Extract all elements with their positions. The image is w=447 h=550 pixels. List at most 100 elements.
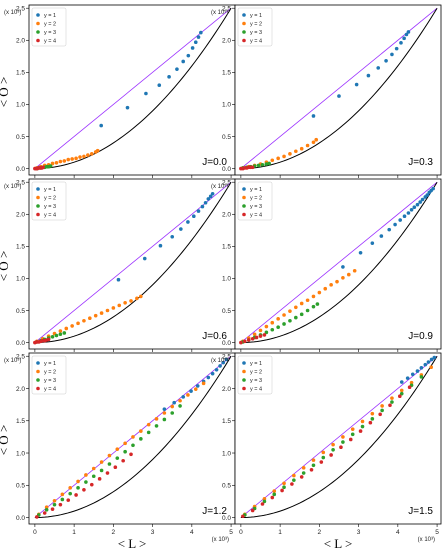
data-point [406, 211, 411, 215]
series-y4 [35, 452, 133, 519]
data-point [321, 450, 326, 455]
boundary-curve [34, 7, 232, 170]
legend-marker [242, 38, 246, 43]
data-point [299, 301, 304, 306]
data-point [256, 163, 261, 168]
series-y3 [37, 404, 182, 517]
y-tick-label: 0.0 [222, 340, 231, 347]
data-point [270, 320, 275, 325]
data-point [409, 380, 414, 385]
data-point [58, 329, 63, 333]
data-point [157, 83, 162, 87]
data-point [125, 105, 130, 110]
data-point [167, 75, 171, 79]
y-multiplier-label: (x 10³) [4, 184, 21, 190]
data-point [170, 234, 175, 239]
data-point [339, 445, 343, 450]
data-point [264, 324, 269, 329]
data-point [388, 403, 392, 408]
data-point [210, 371, 215, 376]
legend: y = 1 y = 2 y = 3 y = 4 [31, 355, 67, 395]
data-point [186, 220, 190, 224]
data-point [203, 200, 208, 205]
y-tick-label: 1.5 [222, 70, 231, 77]
data-point [111, 306, 116, 310]
y-axis-label-bottom: < O > [0, 425, 11, 456]
y-tick-label: 2.5 [16, 180, 25, 187]
legend-marker [242, 21, 246, 26]
diagonal-line [240, 181, 438, 343]
x-tick-label: 1 [278, 529, 282, 536]
data-point [82, 318, 86, 323]
data-point [314, 137, 319, 142]
data-point [406, 30, 411, 34]
data-point [144, 91, 148, 96]
legend-box [237, 7, 273, 47]
y-tick-label: 2.0 [16, 38, 25, 45]
data-point [290, 482, 294, 486]
data-point [329, 453, 333, 457]
data-point [368, 420, 373, 425]
data-point [258, 328, 263, 333]
j-value-label: J=0.3 [408, 157, 433, 168]
data-point [402, 36, 406, 41]
y-tick-label: 0.5 [222, 134, 231, 141]
data-point [116, 277, 121, 282]
legend-entry: y = 4 [250, 39, 262, 45]
legend-marker [242, 386, 246, 391]
data-point [393, 222, 397, 227]
data-point [346, 272, 351, 277]
boundary-curve [34, 355, 232, 519]
data-point [241, 514, 245, 519]
data-point [206, 375, 211, 380]
data-point [97, 477, 102, 481]
data-point [270, 495, 275, 500]
y-tick-label: 1.5 [16, 244, 25, 251]
boundary-curve [240, 7, 438, 170]
data-point [172, 400, 176, 405]
data-point [178, 404, 182, 408]
data-point [404, 32, 409, 37]
legend-marker [36, 13, 40, 17]
data-point [341, 435, 345, 439]
series-y1 [311, 30, 411, 118]
data-point [190, 46, 195, 50]
data-point [299, 312, 304, 317]
data-point [399, 391, 404, 396]
legend-entry: y = 3 [250, 204, 262, 210]
legend: y = 1 y = 2 y = 3 y = 4 [237, 355, 273, 395]
data-point [311, 294, 316, 299]
y-tick-label: 2.5 [16, 354, 25, 361]
x-tick-label: 3 [357, 529, 361, 536]
data-point [181, 59, 186, 64]
legend-box [31, 355, 67, 395]
data-point [262, 499, 267, 504]
y-tick-label: 1.5 [222, 244, 231, 251]
data-point [294, 305, 298, 310]
legend-entry: y = 1 [250, 361, 262, 367]
data-point [146, 430, 151, 435]
data-point [331, 442, 335, 447]
series-y4 [239, 165, 255, 171]
data-point [181, 395, 186, 399]
series-y3 [243, 375, 424, 517]
y-tick-label: 1.5 [16, 70, 25, 77]
data-point [78, 155, 82, 159]
series-y4 [33, 165, 45, 171]
legend-entry: y = 4 [250, 213, 262, 219]
y-tick-label: 1.5 [16, 418, 25, 425]
data-point [91, 466, 96, 471]
legend-marker [242, 30, 246, 34]
data-point [276, 317, 280, 321]
data-point [139, 437, 143, 441]
data-point [162, 411, 167, 415]
data-point [208, 194, 213, 199]
data-point [170, 411, 175, 415]
data-point [199, 30, 203, 35]
data-point [282, 313, 286, 317]
x-multiplier-label: (x 10³) [418, 537, 435, 543]
y-tick-label: 1.0 [222, 276, 231, 283]
